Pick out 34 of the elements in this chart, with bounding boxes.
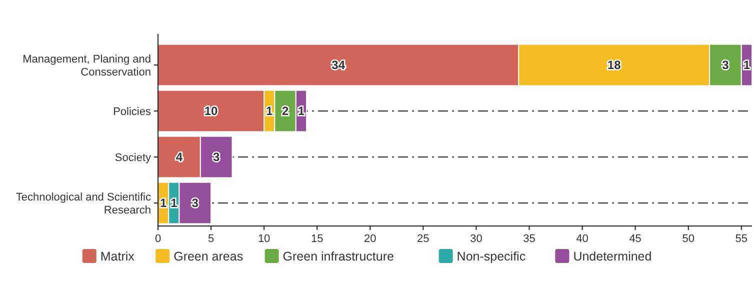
data-label: 1 (160, 196, 167, 210)
x-tick-label: 50 (682, 233, 694, 245)
legend-label: Non-specific (456, 249, 526, 264)
y-tick-label: Management, Planing and Consservation (22, 53, 151, 78)
data-label: 34 (332, 58, 346, 72)
legend-label: Green areas (174, 249, 244, 264)
x-tick-label: 0 (154, 233, 162, 245)
x-tick-label: 40 (576, 233, 588, 245)
data-label: 1 (743, 58, 750, 72)
data-label: 1 (170, 196, 178, 210)
data-label: 4 (176, 150, 183, 164)
y-tick-label: Society (114, 152, 152, 164)
x-tick-label: 45 (629, 233, 642, 245)
data-label: 2 (282, 104, 289, 118)
y-tick-label: Policies (113, 106, 152, 118)
y-tick-label: Technological and Scientific Research (16, 191, 152, 216)
x-tick-label: 55 (735, 233, 748, 245)
legend-label: Matrix (100, 249, 136, 264)
legend-label: Green infrastructure (282, 249, 394, 264)
legend-label: Undetermined (573, 249, 652, 264)
data-label: 18 (607, 58, 622, 72)
data-label: 3 (722, 58, 730, 72)
x-tick-label: 15 (310, 233, 324, 245)
x-tick-label: 20 (364, 233, 376, 245)
data-label: 10 (204, 104, 218, 118)
data-label: 1 (266, 104, 274, 118)
x-tick-label: 10 (258, 233, 270, 245)
x-tick-label: 30 (470, 233, 482, 245)
data-label: 1 (298, 104, 305, 118)
x-tick-label: 35 (523, 233, 536, 245)
x-tick-label: 5 (208, 233, 214, 245)
data-label: 3 (192, 196, 199, 210)
data-label: 3 (212, 150, 220, 164)
x-tick-label: 25 (417, 233, 430, 245)
